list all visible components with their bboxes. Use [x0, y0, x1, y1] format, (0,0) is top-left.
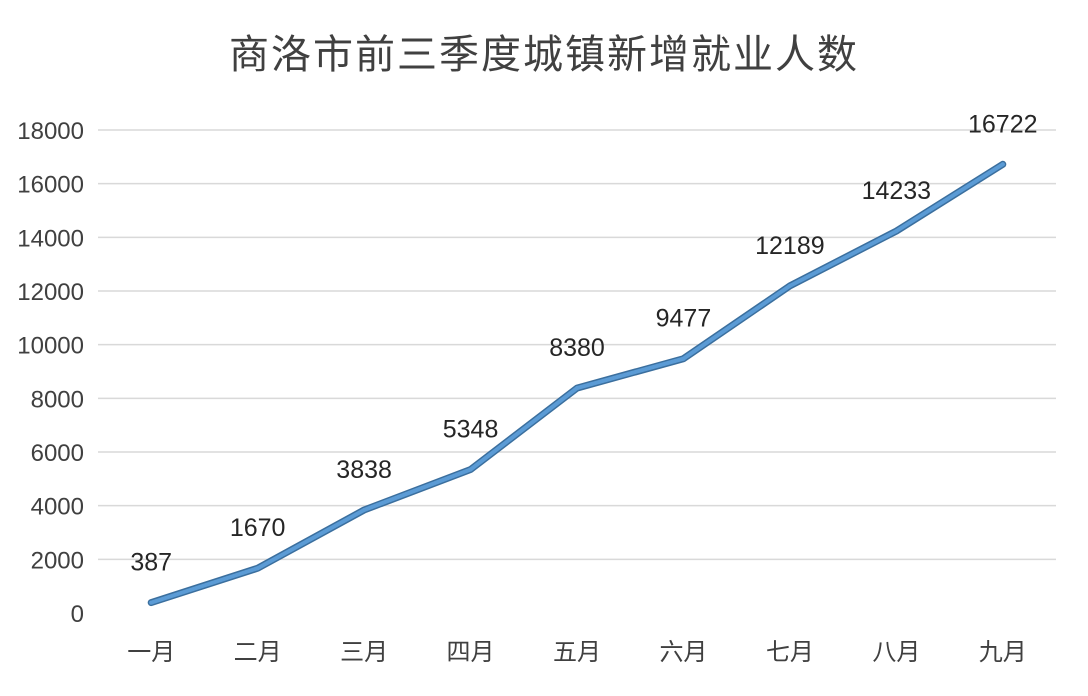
data-point — [255, 566, 260, 571]
data-label: 9477 — [656, 305, 712, 333]
data-point — [468, 467, 473, 472]
y-tick-label: 0 — [71, 601, 84, 628]
x-tick-label: 三月 — [340, 638, 388, 666]
data-label: 16722 — [968, 110, 1038, 138]
x-tick-label: 五月 — [553, 638, 601, 666]
x-tick-label: 一月 — [127, 638, 175, 666]
data-label: 3838 — [336, 456, 392, 484]
data-point — [575, 386, 579, 391]
x-tick-label: 八月 — [872, 638, 920, 666]
y-tick-label: 8000 — [31, 386, 84, 413]
y-tick-label: 10000 — [17, 333, 84, 360]
x-tick-label: 九月 — [979, 638, 1027, 666]
y-tick-label: 14000 — [17, 225, 84, 252]
x-tick-label: 二月 — [234, 638, 282, 666]
data-label: 5348 — [443, 415, 499, 443]
data-label: 1670 — [230, 514, 286, 542]
x-tick-label: 七月 — [766, 638, 814, 666]
y-tick-label: 6000 — [31, 440, 84, 467]
data-point — [681, 356, 686, 361]
y-tick-label: 12000 — [17, 279, 84, 306]
data-label: 8380 — [549, 334, 605, 362]
y-tick-label: 2000 — [31, 547, 84, 574]
data-point — [149, 600, 154, 605]
data-label: 387 — [130, 549, 172, 577]
y-tick-label: 16000 — [17, 172, 84, 199]
chart-title: 商洛市前三季度城镇新增就业人数 — [229, 32, 859, 78]
data-point — [894, 229, 899, 234]
y-tick-label: 4000 — [31, 494, 84, 521]
data-label: 14233 — [862, 177, 932, 205]
data-label: 12189 — [755, 232, 825, 260]
data-point — [787, 283, 792, 288]
data-point — [1000, 162, 1005, 167]
y-tick-label: 18000 — [17, 118, 84, 145]
x-tick-label: 四月 — [447, 638, 495, 666]
data-point — [362, 508, 367, 513]
x-tick-label: 六月 — [659, 638, 707, 666]
